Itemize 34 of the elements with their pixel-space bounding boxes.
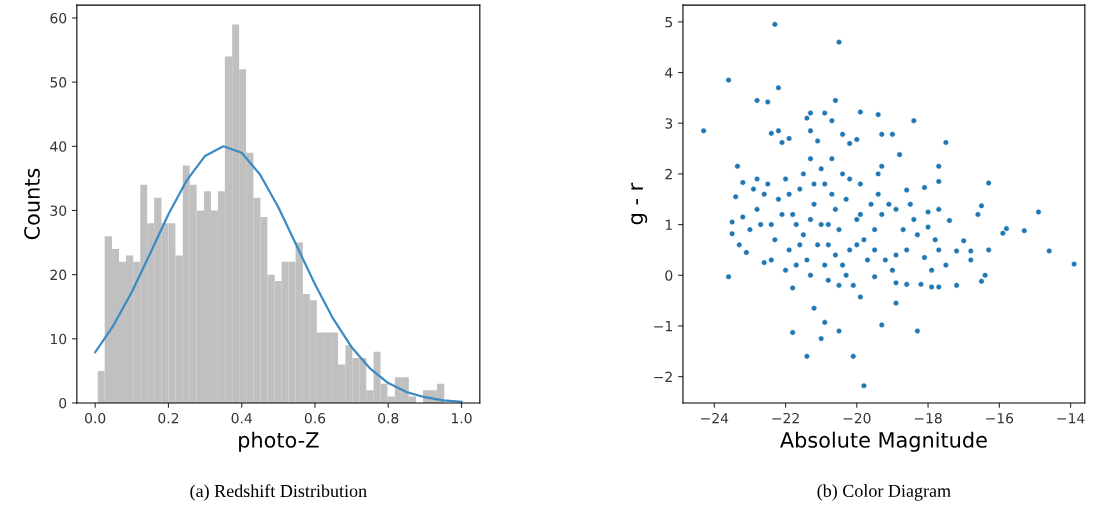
- x-axis-title: photo-Z: [239, 431, 319, 452]
- x-tick-label: −24: [701, 412, 729, 424]
- y-tick-label: 2: [665, 168, 672, 180]
- x-tick-label: 1.0: [451, 412, 472, 424]
- x-tick-label: 0.0: [85, 412, 106, 424]
- y-tick-label: 4: [665, 67, 673, 78]
- x-tick-label: −22: [772, 412, 799, 424]
- y-tick-label: −2: [654, 371, 672, 382]
- y-tick-label: 40: [50, 141, 67, 152]
- x-tick-label: 0.4: [231, 412, 252, 424]
- text: (b) Color Diagram: [817, 484, 951, 501]
- y-tick-label: 3: [665, 118, 673, 129]
- x-tick-label: −14: [1057, 413, 1085, 424]
- x-tick-label: −18: [914, 412, 942, 424]
- y-tick-label: 30: [50, 205, 67, 216]
- y-axis-title: g - r: [631, 182, 648, 225]
- y-tick-label: 10: [50, 333, 67, 345]
- y-tick-label: 20: [50, 269, 67, 281]
- y-tick-label: 1: [665, 219, 672, 230]
- y-tick-label: −1: [654, 321, 672, 332]
- x-axis-title: Absolute Magnitude: [780, 431, 987, 452]
- y-tick-label: 60: [50, 12, 67, 24]
- x-tick-label: −20: [843, 412, 871, 424]
- y-tick-label: 50: [50, 77, 67, 88]
- line-series: [94, 145, 463, 403]
- y-tick-label: 5: [665, 17, 673, 28]
- x-tick-label: 0.2: [158, 412, 179, 424]
- x-tick-label: 0.6: [304, 412, 326, 424]
- x-tick-label: −16: [986, 412, 1014, 424]
- text: (a) Redshift Distribution: [190, 484, 367, 501]
- y-tick-label: 0: [665, 270, 673, 281]
- y-tick-label: 0: [59, 397, 67, 409]
- x-tick-label: 0.8: [378, 412, 399, 424]
- y-axis-title: Counts: [24, 168, 40, 240]
